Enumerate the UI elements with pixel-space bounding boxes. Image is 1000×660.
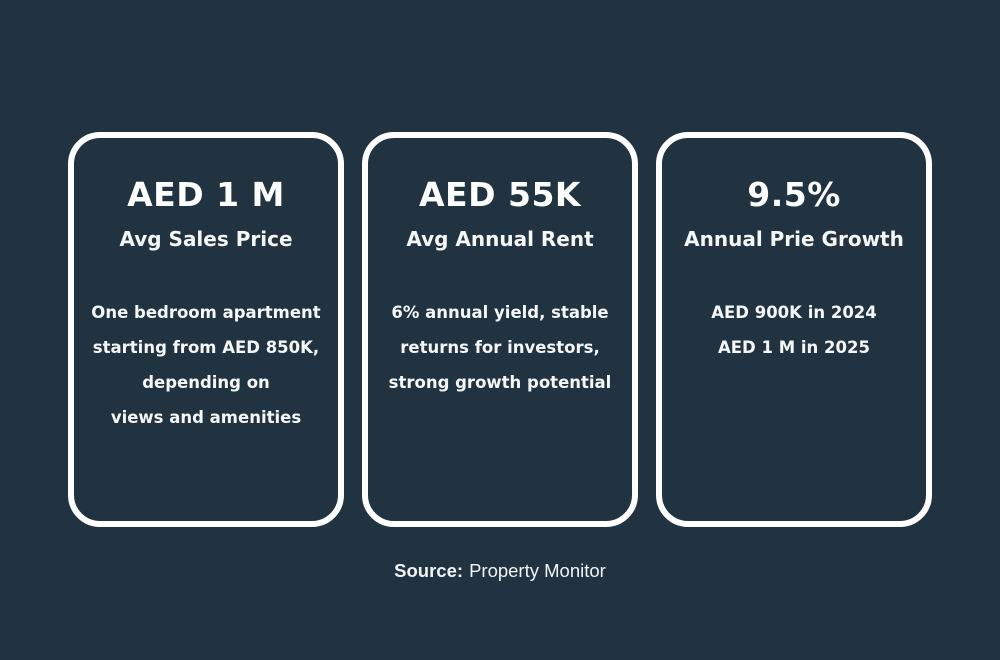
stat-value: AED 55K xyxy=(419,175,581,214)
source-label: Source: xyxy=(394,560,464,581)
description-line: starting from AED 850K, xyxy=(92,338,320,357)
source-note: Source: Property Monitor xyxy=(0,560,1000,582)
description-line: One bedroom apartment xyxy=(91,303,321,322)
stat-card-annual-price-growth: 9.5% Annual Prie Growth AED 900K in 2024… xyxy=(656,132,932,527)
description-line: returns for investors, xyxy=(400,338,600,357)
description-line: strong growth potential xyxy=(388,373,612,392)
stat-label: Annual Prie Growth xyxy=(684,227,904,251)
stat-card-avg-sales-price: AED 1 M Avg Sales Price One bedroom apar… xyxy=(68,132,344,527)
stat-description: AED 900K in 2024 AED 1 M in 2025 xyxy=(662,295,926,365)
stat-label: Avg Annual Rent xyxy=(406,227,594,251)
description-line: AED 1 M in 2025 xyxy=(718,338,870,357)
source-value: Property Monitor xyxy=(469,560,606,581)
stat-value: AED 1 M xyxy=(127,175,285,214)
description-line: views and amenities xyxy=(110,408,302,427)
stat-card-avg-annual-rent: AED 55K Avg Annual Rent 6% annual yield,… xyxy=(362,132,638,527)
description-line: depending on xyxy=(142,373,270,392)
stat-description: 6% annual yield, stable returns for inve… xyxy=(368,295,632,400)
stat-description: One bedroom apartment starting from AED … xyxy=(74,295,338,435)
stat-cards-row: AED 1 M Avg Sales Price One bedroom apar… xyxy=(68,132,932,527)
stat-label: Avg Sales Price xyxy=(119,227,293,251)
description-line: 6% annual yield, stable xyxy=(391,303,609,322)
stat-value: 9.5% xyxy=(747,175,841,214)
description-line: AED 900K in 2024 xyxy=(711,303,877,322)
